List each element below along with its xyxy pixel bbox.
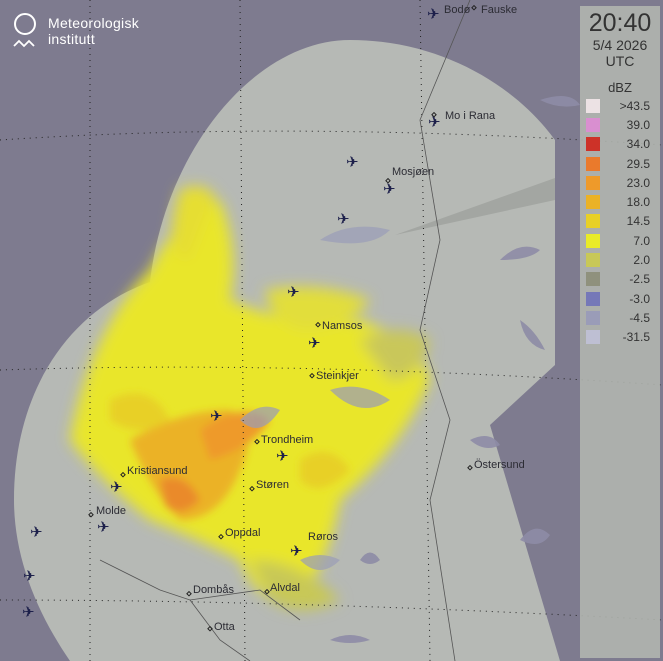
- airport-icon[interactable]: ✈: [210, 408, 223, 425]
- legend-item: 14.5: [586, 212, 660, 231]
- legend-swatch: [586, 310, 600, 325]
- airport-icon[interactable]: ✈: [276, 448, 289, 465]
- legend-item: -4.5: [586, 308, 660, 327]
- borders: [99, 0, 471, 661]
- legend-item: 39.0: [586, 115, 660, 134]
- city-label-storen: Støren: [256, 479, 289, 491]
- legend-item: 7.0: [586, 231, 660, 250]
- legend-item: 34.0: [586, 135, 660, 154]
- airport-icon[interactable]: ✈: [383, 181, 396, 198]
- legend-swatch: [586, 330, 600, 345]
- timestamp-zone: UTC: [605, 53, 635, 69]
- brand-line-2: institutt: [48, 31, 96, 47]
- legend-swatch: [586, 156, 600, 171]
- airports: ✈ ✈ ✈ ✈ ✈ ✈ ✈ ✈ ✈ ✈ ✈ ✈ ✈ ✈ ✈: [22, 6, 441, 621]
- legend-item: >43.5: [586, 96, 660, 115]
- legend-panel: 20:40 5/4 2026 UTC dBZ >43.5 39.0 34.0 29.5…: [580, 6, 660, 658]
- legend-label: 23.0: [626, 175, 650, 190]
- legend-label: 14.5: [626, 214, 650, 229]
- airport-icon[interactable]: ✈: [30, 524, 43, 541]
- timestamp-date: 5/4 2026: [592, 37, 648, 53]
- met-logo[interactable]: Meteorologisk institutt: [12, 12, 139, 50]
- legend-label: 29.5: [626, 156, 650, 171]
- met-logo-icon: [13, 13, 36, 48]
- airport-icon[interactable]: ✈: [427, 6, 440, 23]
- legend-label: 2.0: [633, 253, 650, 268]
- legend-swatch: [586, 175, 600, 190]
- city-label-mosjoen: Mosjøen: [392, 166, 434, 178]
- city-label-trondheim: Trondheim: [261, 434, 313, 446]
- airport-icon[interactable]: ✈: [290, 543, 303, 560]
- airport-icon[interactable]: ✈: [23, 568, 36, 585]
- legend-swatch: [586, 117, 600, 132]
- legend-item: 29.5: [586, 154, 660, 173]
- legend-label: 34.0: [626, 137, 650, 152]
- city-markers: [88, 4, 477, 632]
- legend-swatch: [586, 214, 600, 229]
- legend-item: 18.0: [586, 192, 660, 211]
- city-label-molde: Molde: [96, 505, 126, 517]
- legend-swatch: [586, 272, 600, 287]
- legend-swatch: [586, 291, 600, 306]
- airport-icon[interactable]: ✈: [346, 154, 359, 171]
- city-label-fauske: Fauske: [481, 4, 517, 16]
- city-labels: Bodø Fauske Mo i Rana Mosjøen Namsos Ste…: [96, 4, 525, 633]
- legend-label: 7.0: [633, 233, 650, 248]
- airport-icon[interactable]: ✈: [110, 479, 123, 496]
- legend-swatch: [586, 137, 600, 152]
- legend-scale: >43.5 39.0 34.0 29.5 23.0 18.0 14.5 7.0 2.0 -2.5 -…: [580, 96, 660, 347]
- legend-item: 23.0: [586, 173, 660, 192]
- legend-swatch: [586, 98, 600, 113]
- legend-label: 39.0: [626, 117, 650, 132]
- airport-icon[interactable]: ✈: [337, 211, 350, 228]
- legend-item: -31.5: [586, 328, 660, 347]
- airport-icon[interactable]: ✈: [22, 604, 35, 621]
- city-label-bodo: Bodø: [444, 4, 471, 16]
- radar-echoes: [70, 186, 430, 610]
- city-label-steinkjer: Steinkjer: [316, 370, 359, 382]
- airport-icon[interactable]: ✈: [97, 519, 110, 536]
- city-label-otta: Otta: [214, 621, 236, 633]
- beam-blockage: [395, 178, 555, 235]
- city-label-ostersund: Östersund: [474, 459, 525, 471]
- city-label-kristiansund: Kristiansund: [127, 465, 188, 477]
- lakes: [330, 96, 580, 643]
- legend-label: 18.0: [626, 195, 650, 210]
- legend-swatch: [586, 195, 600, 210]
- legend-swatch: [586, 233, 600, 248]
- legend-item: 2.0: [586, 250, 660, 269]
- legend-swatch: [586, 253, 600, 268]
- legend-item: -2.5: [586, 270, 660, 289]
- legend-label: -3.0: [629, 291, 650, 306]
- city-label-namsos: Namsos: [322, 320, 363, 332]
- city-label-dombas: Dombås: [193, 584, 234, 596]
- legend-item: -3.0: [586, 289, 660, 308]
- timestamp-time: 20:40: [588, 9, 652, 37]
- legend-label: -4.5: [629, 310, 650, 325]
- legend-label: -31.5: [622, 330, 650, 345]
- airport-icon[interactable]: ✈: [308, 335, 321, 352]
- airport-icon[interactable]: ✈: [428, 114, 441, 131]
- airport-icon[interactable]: ✈: [287, 284, 300, 301]
- city-label-alvdal: Alvdal: [270, 582, 300, 594]
- brand-line-1: Meteorologisk: [48, 15, 140, 31]
- legend-label: >43.5: [619, 98, 650, 113]
- city-label-oppdal: Oppdal: [225, 527, 260, 539]
- legend-unit: dBZ: [608, 80, 632, 95]
- city-label-mo-i-rana: Mo i Rana: [445, 110, 496, 122]
- city-label-roros: Røros: [308, 531, 338, 543]
- legend-label: -2.5: [629, 272, 650, 287]
